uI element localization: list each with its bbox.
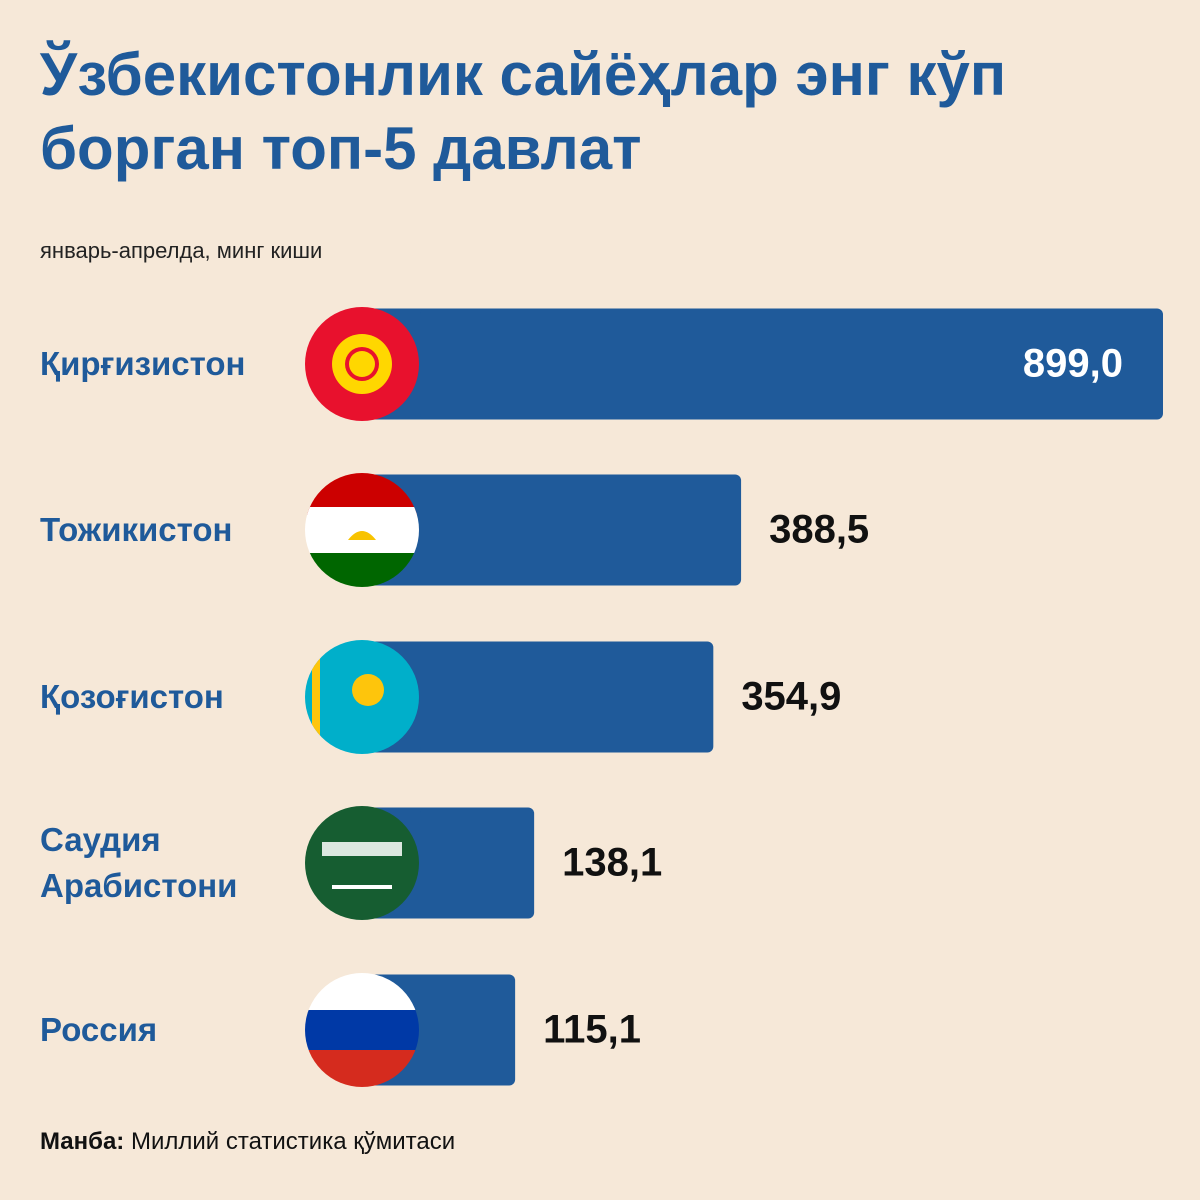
category-label: Қозоғистон: [40, 678, 224, 715]
value-label: 138,1: [562, 841, 662, 885]
category-label: Қирғизистон: [40, 345, 246, 382]
source-label: Манба:: [40, 1128, 125, 1155]
category-label: Саудия Арабистони: [40, 821, 238, 904]
chart-title: Ўзбекистонлик сайёҳлар энг кўп борган то…: [40, 41, 1007, 182]
source-text: Миллий статистика қўмитаси: [130, 1128, 456, 1155]
category-label: Тожикистон: [40, 511, 233, 548]
chart-subtitle: январь-апрелда, минг киши: [40, 238, 323, 263]
flag-saudi-arabia: [305, 806, 419, 920]
flag-kazakhstan: [305, 640, 419, 754]
bar: [420, 974, 516, 1086]
bar: [420, 641, 714, 753]
bar: [420, 308, 1163, 420]
bar: [420, 807, 535, 919]
value-label: 388,5: [769, 508, 869, 552]
value-label: 354,9: [741, 675, 841, 719]
source: Манба: Миллий статистика қўмитаси: [40, 1128, 455, 1156]
bar: [420, 474, 742, 586]
flag-kyrgyzstan: [305, 307, 419, 421]
category-label: Россия: [40, 1011, 158, 1048]
flags: [305, 307, 419, 1087]
value-label: 115,1: [543, 1008, 641, 1052]
value-label: 899,0: [1023, 342, 1123, 386]
